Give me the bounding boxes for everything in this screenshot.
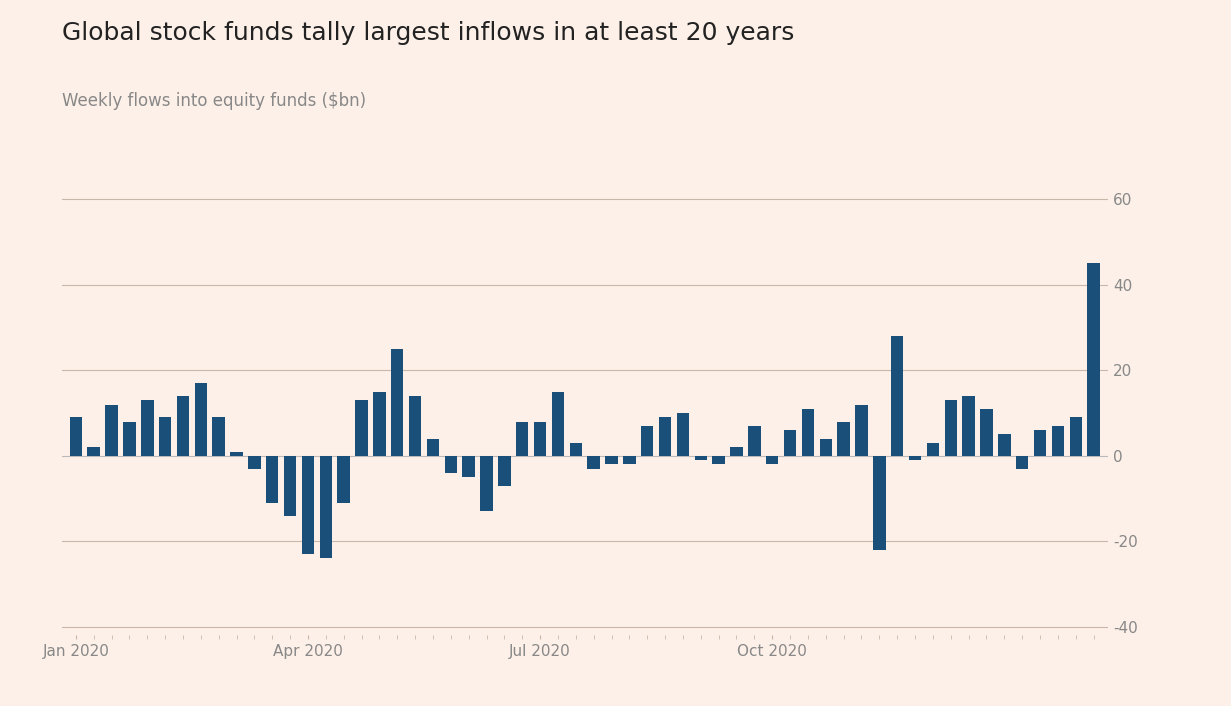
Bar [302, 456, 314, 554]
Bar [142, 400, 154, 456]
Bar [266, 456, 278, 503]
Bar [927, 443, 939, 456]
Bar [677, 413, 689, 456]
Bar [551, 392, 564, 456]
Bar [356, 400, 368, 456]
Bar [230, 452, 243, 456]
Bar [284, 456, 297, 515]
Bar [837, 421, 849, 456]
Bar [1016, 456, 1028, 469]
Bar [730, 448, 742, 456]
Bar [123, 421, 135, 456]
Bar [213, 417, 225, 456]
Bar [659, 417, 671, 456]
Bar [106, 405, 118, 456]
Bar [427, 438, 439, 456]
Bar [784, 430, 796, 456]
Bar [908, 456, 921, 460]
Bar [337, 456, 350, 503]
Bar [320, 456, 332, 558]
Bar [194, 383, 207, 456]
Bar [249, 456, 261, 469]
Bar [891, 336, 904, 456]
Bar [570, 443, 582, 456]
Bar [944, 400, 956, 456]
Bar [606, 456, 618, 465]
Bar [534, 421, 547, 456]
Bar [159, 417, 171, 456]
Bar [694, 456, 707, 460]
Bar [713, 456, 725, 465]
Bar [1087, 263, 1099, 456]
Bar [391, 349, 404, 456]
Bar [587, 456, 599, 469]
Bar [177, 396, 190, 456]
Bar [748, 426, 761, 456]
Bar [373, 392, 385, 456]
Bar [1070, 417, 1082, 456]
Bar [87, 448, 100, 456]
Text: Weekly flows into equity funds ($bn): Weekly flows into equity funds ($bn) [62, 92, 366, 109]
Bar [480, 456, 492, 511]
Bar [623, 456, 635, 465]
Bar [70, 417, 82, 456]
Bar [801, 409, 814, 456]
Bar [444, 456, 457, 473]
Bar [963, 396, 975, 456]
Bar [463, 456, 475, 477]
Bar [856, 405, 868, 456]
Bar [409, 396, 421, 456]
Bar [499, 456, 511, 486]
Bar [516, 421, 528, 456]
Bar [873, 456, 885, 550]
Bar [1034, 430, 1046, 456]
Bar [980, 409, 992, 456]
Bar [1051, 426, 1064, 456]
Text: Global stock funds tally largest inflows in at least 20 years: Global stock funds tally largest inflows… [62, 21, 794, 45]
Bar [641, 426, 654, 456]
Bar [820, 438, 832, 456]
Bar [766, 456, 778, 465]
Bar [998, 434, 1011, 456]
